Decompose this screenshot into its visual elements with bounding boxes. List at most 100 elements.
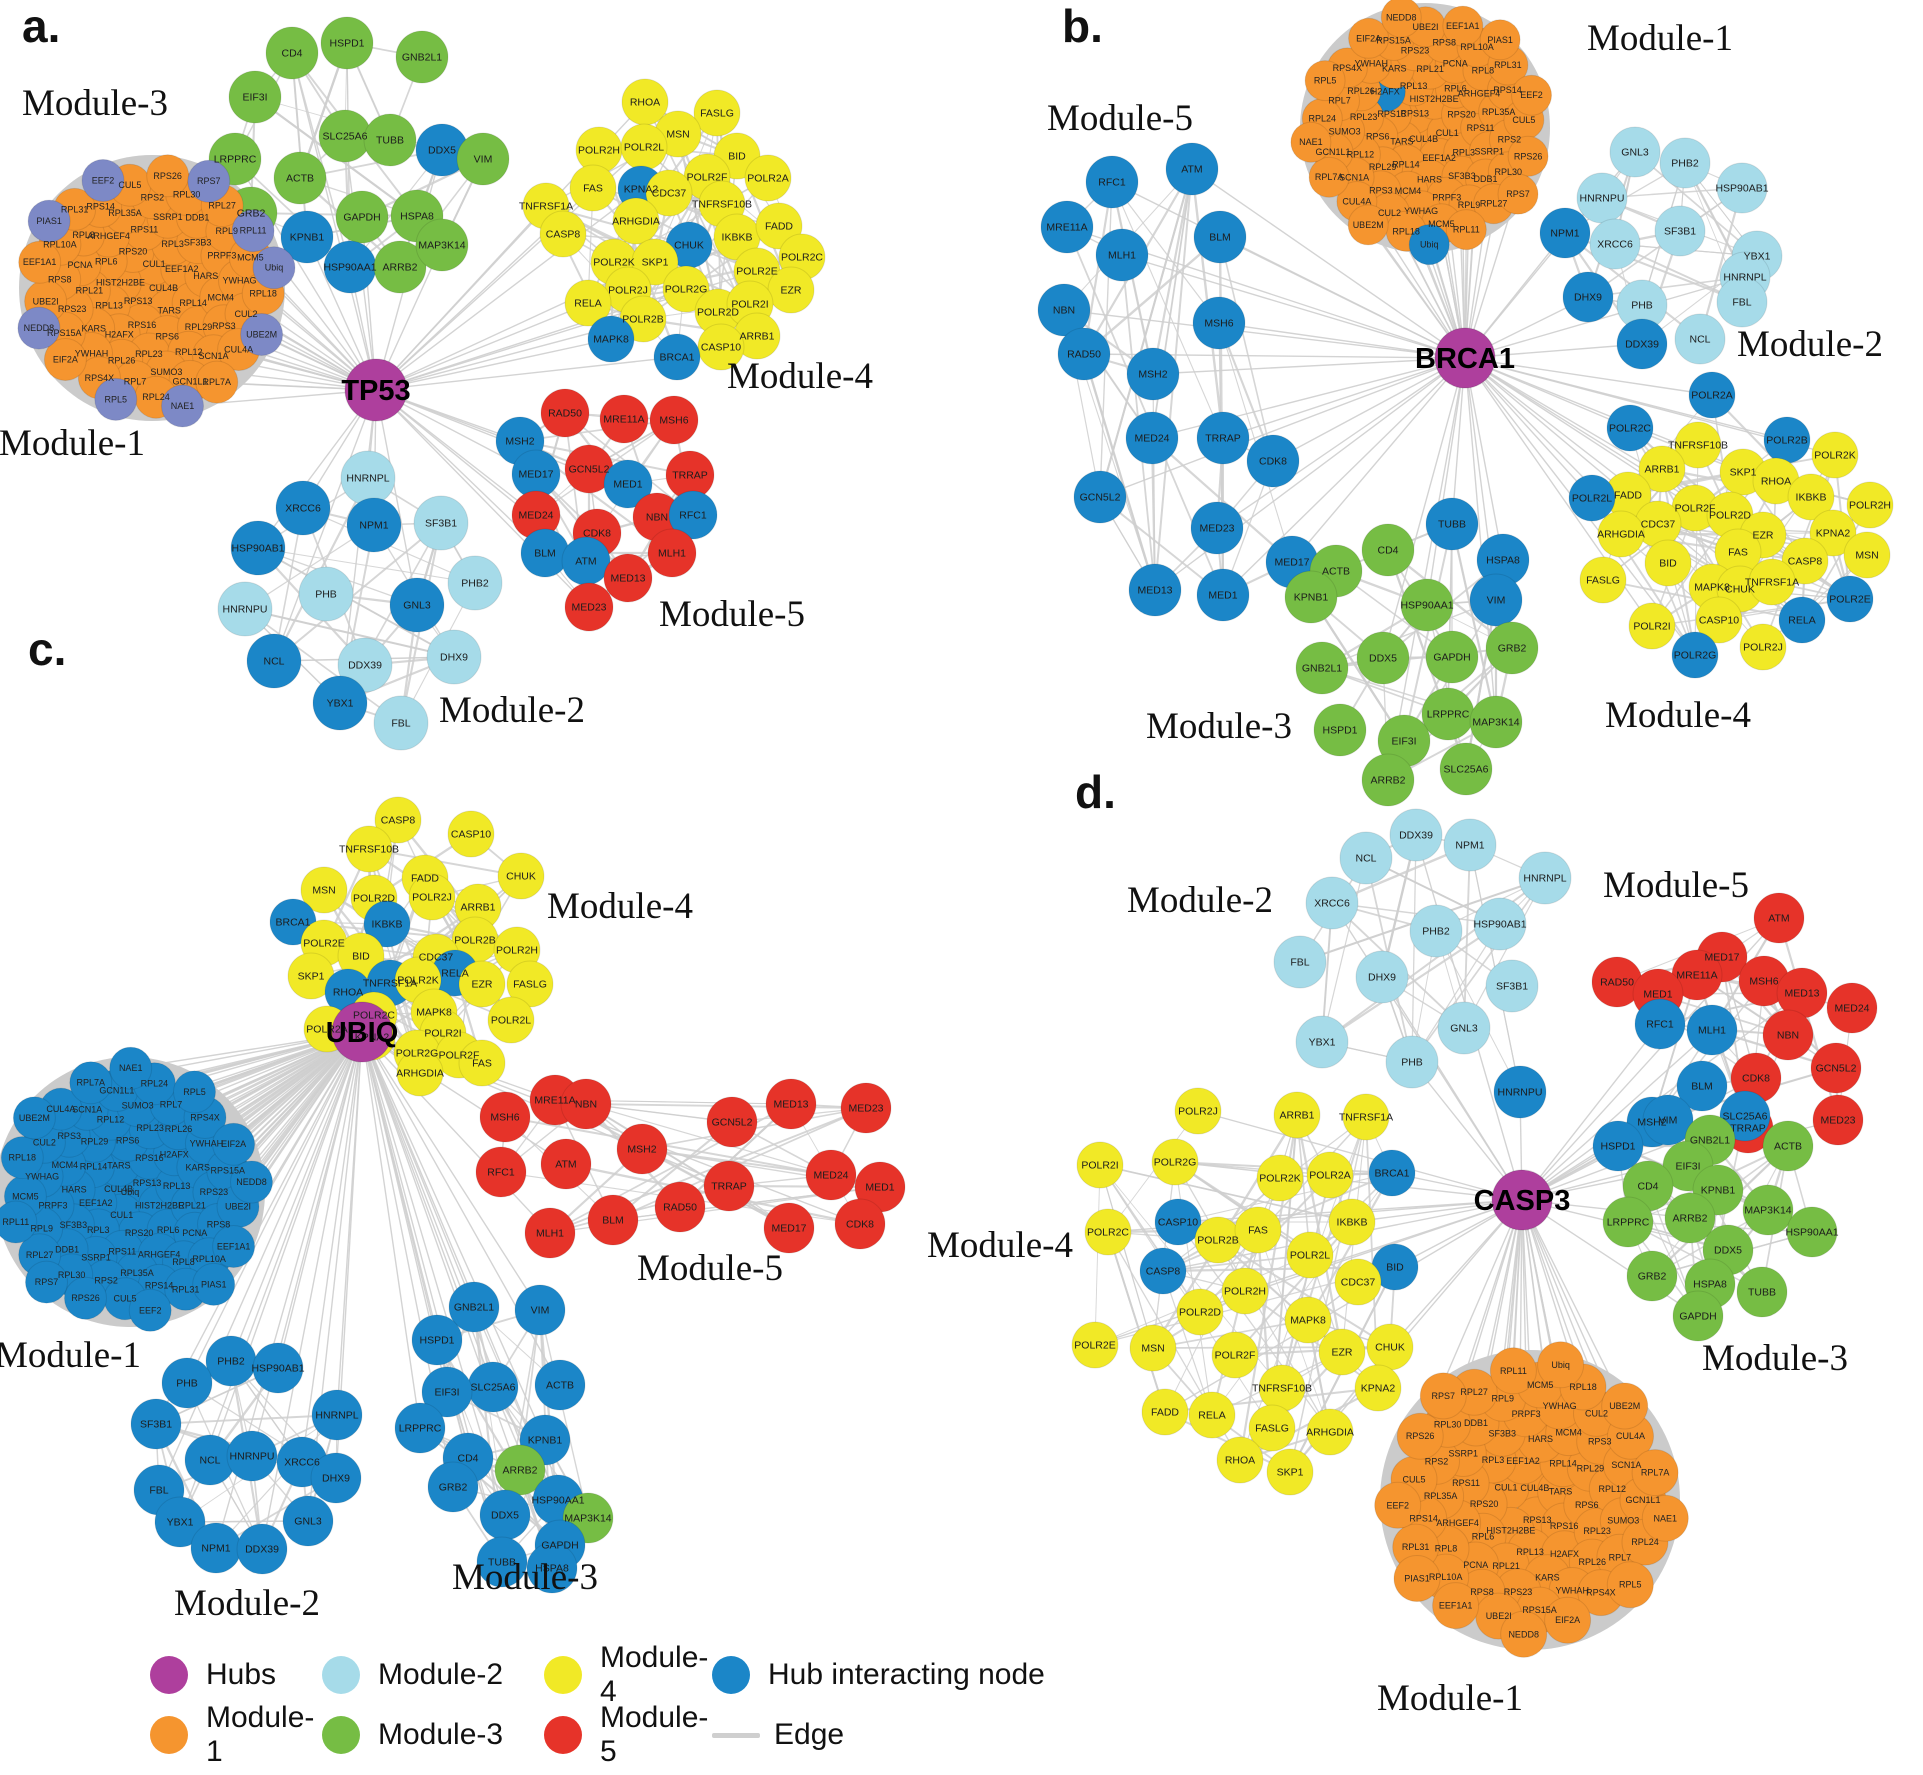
node-label: GNB2L1 — [1690, 1135, 1730, 1147]
node-label: NEDD8 — [236, 1177, 267, 1187]
node-GNL3 — [1437, 1001, 1491, 1055]
node-EIF2A — [1544, 1596, 1592, 1644]
node-CASP10 — [697, 323, 745, 371]
node-RAD50 — [540, 388, 590, 438]
node-POLR2K — [1256, 1154, 1304, 1202]
node-EEF2 — [128, 1288, 172, 1332]
node-label: RPS8 — [1470, 1587, 1494, 1597]
node-NPM1 — [1443, 818, 1497, 872]
node-label: RPL26 — [1347, 86, 1375, 96]
node-ARHGDIA — [1306, 1408, 1354, 1456]
node-label: GNL3 — [1450, 1023, 1478, 1035]
node-label: PHB — [176, 1378, 198, 1390]
module-label-b-module-4: Module-4 — [1605, 695, 1751, 736]
node-label: RPL7 — [124, 377, 147, 387]
node-label: NBN — [575, 1099, 597, 1111]
node-label: NAE1 — [1654, 1513, 1678, 1523]
node-label: MRE11A — [1046, 222, 1087, 234]
node-label: POLR2C — [1609, 423, 1651, 435]
node-RPS26 — [64, 1276, 107, 1320]
node-label: POLR2B — [622, 314, 663, 326]
node-MSH6 — [1192, 296, 1246, 350]
node-label: POLR2H — [496, 945, 538, 957]
node-label: SUMO3 — [1607, 1516, 1639, 1526]
node-RPL11 — [231, 209, 275, 253]
node-label: CUL5 — [113, 1294, 136, 1304]
node-POLR2J — [408, 873, 456, 921]
node-label: IKBKB — [1796, 492, 1827, 504]
node-label: KARS — [81, 324, 106, 334]
node-label: RPL11 — [1500, 1366, 1527, 1376]
node-PIAS1 — [27, 199, 71, 243]
node-NCL — [246, 633, 302, 689]
module-label-d-module-4: Module-4 — [927, 1225, 1073, 1266]
node-label: KARS — [1382, 64, 1407, 74]
node-label: POLR2D — [353, 893, 395, 905]
node-label: HSPD1 — [1322, 725, 1357, 737]
node-label: TNFRSF1A — [1339, 1112, 1393, 1124]
node-NBN — [1037, 283, 1091, 337]
node-label: YBX1 — [1309, 1037, 1336, 1049]
node-label: ATM — [1181, 164, 1202, 176]
node-POLR2G — [1151, 1138, 1199, 1186]
node-label: MSH2 — [1138, 369, 1167, 381]
node-MSH2 — [616, 1123, 668, 1175]
node-label: BID — [352, 951, 370, 963]
node-VIM — [514, 1284, 566, 1336]
node-label: DDX5 — [491, 1510, 519, 1522]
node-label: RELA — [1198, 1410, 1225, 1422]
legend-label: Hubs — [206, 1658, 277, 1691]
node-UBE2M — [12, 1096, 56, 1140]
node-label: ACTB — [546, 1380, 574, 1392]
node-label: RPS2 — [141, 193, 165, 203]
hub-label-TP53: TP53 — [341, 375, 410, 407]
node-label: EEF1A2 — [1422, 153, 1456, 163]
node-SF3B1 — [1485, 959, 1539, 1013]
node-label: EEF1A2 — [1506, 1456, 1540, 1466]
node-VIM — [1642, 1094, 1694, 1146]
node-EIF2A — [212, 1122, 256, 1166]
node-NCL — [1339, 831, 1393, 885]
node-label: BID — [1386, 1262, 1404, 1274]
hub-interacting-node-swatch-icon — [712, 1656, 750, 1694]
node-label: MAP3K14 — [418, 240, 465, 252]
panel-a: a. CD4 HSPD1 GNB2L1 EIF3I SLC25A6 TUBB DDX5 VIM L… — [0, 0, 873, 751]
node-label: MAPK8 — [1290, 1315, 1326, 1327]
node-label: UBE2I — [33, 296, 59, 306]
node-IKBKB — [1328, 1198, 1376, 1246]
node-label: CUL2 — [234, 309, 257, 319]
node-RAD50 — [1057, 327, 1111, 381]
node-HNRNPU — [1493, 1065, 1547, 1119]
node-RPL18 — [0, 1136, 44, 1180]
node-label: MED23 — [1820, 1115, 1855, 1127]
node-MSH2 — [1126, 347, 1180, 401]
node-label: PIAS1 — [201, 1279, 227, 1289]
node-GNB2L1 — [448, 1281, 500, 1333]
node-EIF2A — [43, 338, 87, 381]
legend-item-hub-interacting-node: Hub interacting node — [712, 1656, 1045, 1694]
nodes — [0, 796, 906, 1594]
node-label: POLR2A — [1309, 1170, 1350, 1182]
node-label: MSN — [312, 885, 335, 897]
node-label: TARS — [107, 1160, 130, 1170]
node-label: RPL23 — [1583, 1526, 1611, 1536]
node-label: TNFRSF1A — [1745, 577, 1799, 589]
node-label: ARRB2 — [1370, 775, 1405, 787]
node-label: RPL13 — [95, 301, 123, 311]
node-label: Ubiq — [1551, 1360, 1570, 1370]
node-label: DDX5 — [1369, 653, 1397, 665]
node-label: MED17 — [1274, 557, 1309, 569]
node-RPS7 — [25, 1260, 68, 1304]
node-label: EEF1A1 — [23, 257, 57, 267]
node-label: SKP1 — [642, 257, 669, 269]
node-label: LRPPRC — [1607, 1217, 1650, 1229]
node-NAE1 — [1290, 121, 1332, 163]
node-label: XRCC6 — [1314, 898, 1350, 910]
node-label: RPL9 — [1492, 1393, 1515, 1403]
legend-item-module-4: Module-4 — [544, 1641, 712, 1709]
node-label: EIF3I — [1391, 736, 1416, 748]
node-label: MED24 — [813, 1170, 848, 1182]
node-label: CDC37 — [1341, 1277, 1376, 1289]
node-label: RPL29 — [81, 1136, 109, 1146]
node-label: RPL31 — [1402, 1542, 1430, 1552]
